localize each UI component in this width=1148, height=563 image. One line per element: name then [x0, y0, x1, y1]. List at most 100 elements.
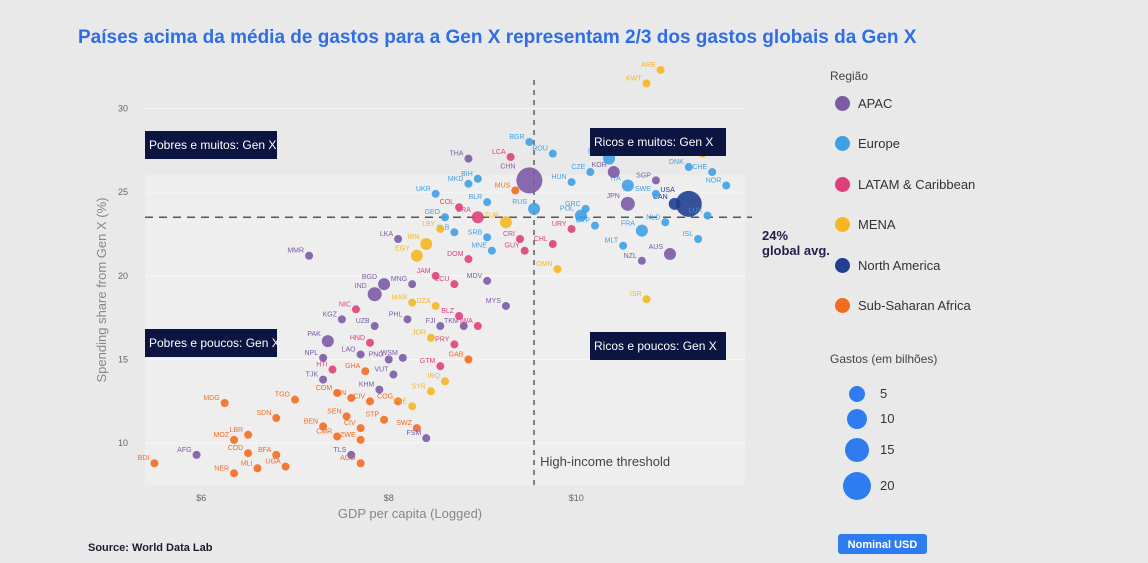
point-mmr	[305, 251, 314, 260]
legend-swatch	[835, 95, 850, 111]
point-mlt	[619, 241, 628, 250]
point-label: SGP	[636, 172, 651, 179]
point-label: MNE	[471, 243, 487, 250]
point-alb	[450, 228, 459, 237]
point-lby	[436, 224, 445, 233]
point-tha	[464, 154, 473, 163]
point-lao	[356, 350, 365, 359]
point-ecu	[450, 280, 459, 289]
point-label: COL	[440, 199, 455, 206]
point-mli	[253, 464, 262, 473]
point-bdi	[150, 459, 159, 468]
x-axis-label: GDP per capita (Logged)	[338, 506, 482, 521]
y-tick-label: 10	[118, 438, 128, 448]
point-label: SYR	[412, 383, 426, 390]
point-lux	[703, 211, 712, 220]
point-phl	[403, 315, 412, 324]
point-label: PRY	[435, 336, 450, 343]
point-npl	[319, 353, 328, 362]
y-axis-label: Spending share from Gen X (%)	[94, 198, 109, 383]
point-pak	[321, 335, 334, 348]
point-label: STP	[365, 412, 379, 419]
point-kor	[607, 166, 620, 179]
point-cmr	[333, 432, 342, 441]
point-png	[384, 355, 393, 364]
point-label: ECU	[435, 276, 450, 283]
point-tkm	[459, 322, 468, 331]
point-cod	[244, 449, 253, 458]
point-dom	[464, 255, 473, 264]
point-cyp	[591, 221, 599, 230]
point-aus	[664, 248, 676, 261]
point-mdg	[220, 399, 229, 407]
point-can	[668, 197, 681, 210]
point-label: MOZ	[214, 432, 230, 439]
x-tick-label: $8	[384, 493, 394, 503]
point-label: GAB	[449, 351, 464, 358]
point-label: CZE	[571, 164, 585, 171]
point-label: ITA	[610, 175, 621, 182]
point-hnd	[366, 338, 374, 347]
point-tur	[499, 216, 512, 229]
point-label: CIV	[353, 393, 365, 400]
point-dnk	[684, 163, 693, 172]
point-label: FJI	[426, 318, 436, 325]
size-legend-label: 10	[880, 411, 895, 426]
point-blz	[455, 311, 464, 320]
point-label: THA	[449, 151, 463, 158]
point-label: KWT	[626, 75, 642, 82]
threshold-label: High-income threshold	[540, 454, 670, 469]
point-label: COM	[316, 385, 333, 392]
point-label: GHA	[345, 363, 361, 370]
point-geo	[441, 213, 449, 222]
quadrant-top-right-label: Ricos e muitos: Gen X	[590, 128, 726, 156]
point-mar	[408, 298, 417, 307]
point-nzl	[637, 256, 646, 265]
point-label: CIV	[344, 420, 356, 427]
point-swz	[412, 424, 421, 433]
point-label: SRB	[468, 229, 483, 236]
point-label: DNK	[669, 159, 684, 166]
point-label: AGO	[340, 455, 356, 462]
point-ago	[356, 459, 365, 468]
point-label: FSM	[406, 430, 421, 437]
point-label: LAO	[342, 346, 357, 353]
point-are	[656, 65, 665, 74]
size-legend-dot	[843, 472, 871, 500]
avg-value: 24%	[762, 228, 789, 243]
legend-label: APAC	[858, 95, 893, 111]
point-bra	[471, 211, 484, 224]
point-label: SEN	[327, 408, 341, 415]
point-lca	[506, 153, 515, 161]
point-blr	[483, 198, 492, 207]
point-label: KOR	[592, 162, 607, 169]
point-gab	[464, 355, 473, 364]
point-label: LUX	[689, 208, 703, 215]
quadrant-bottom-left-label: Pobres e poucos: Gen X	[145, 329, 280, 357]
legend-item: Europe	[835, 135, 900, 153]
point-label: LBY	[422, 221, 436, 228]
point-label: AFG	[177, 447, 191, 454]
legend-label: North America	[858, 257, 941, 273]
legend-label: MENA	[858, 217, 896, 232]
point-label: MYS	[486, 298, 502, 305]
nominal-usd-button[interactable]: Nominal USD	[838, 534, 927, 554]
point-label: VUT	[374, 367, 389, 374]
point-srb	[483, 233, 492, 242]
point-wsm	[398, 353, 407, 362]
data-points: AREKWTQATDNKCHENORUSACANLUXISLAUSNZLISRN…	[138, 62, 731, 478]
point-lbr	[244, 430, 253, 439]
point-label: CHN	[500, 163, 515, 170]
point-label: SDN	[256, 410, 271, 417]
point-gtm	[436, 362, 445, 371]
point-label: MLI	[241, 460, 253, 467]
point-mne	[487, 246, 496, 255]
point-isr	[642, 295, 651, 304]
point-jpn	[620, 196, 635, 211]
legend-swatch	[835, 257, 850, 273]
point-ukr	[431, 189, 440, 198]
point-label: POL	[560, 206, 574, 213]
point-chn	[516, 167, 543, 194]
point-rus	[528, 202, 541, 215]
